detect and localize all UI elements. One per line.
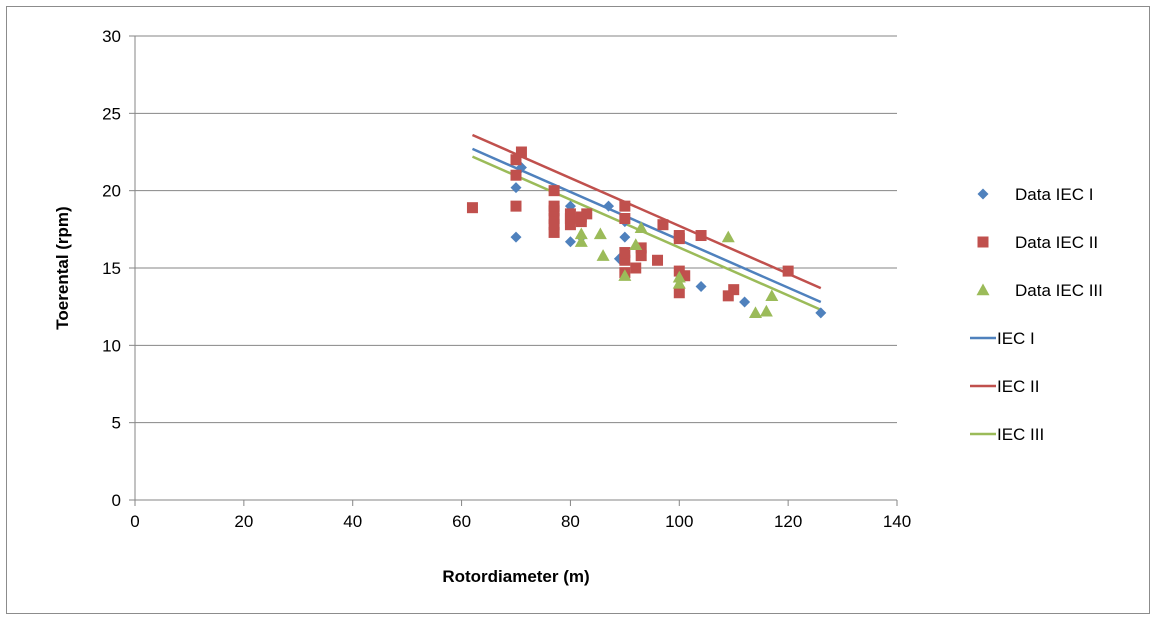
data-point-s2-12 xyxy=(765,289,779,302)
data-point-s2-2 xyxy=(593,227,607,240)
data-point-s1-2 xyxy=(510,169,522,181)
data-point-s2-3 xyxy=(596,249,610,261)
legend-swatch-2 xyxy=(976,283,990,296)
gridlines xyxy=(135,35,897,424)
data-point-s2-9 xyxy=(721,230,735,243)
data-point-s2-5 xyxy=(629,238,643,250)
data-point-s1-0 xyxy=(466,202,478,214)
x-tick-label-100: 100 xyxy=(665,512,693,531)
y-tick-label-5: 5 xyxy=(112,414,121,433)
legend-swatch-1 xyxy=(977,236,989,248)
data-point-s1-30 xyxy=(673,230,685,242)
data-points xyxy=(466,146,827,319)
data-point-s2-6 xyxy=(634,221,648,233)
data-point-s2-8 xyxy=(672,270,686,283)
legend-label-5: IEC III xyxy=(997,425,1044,444)
trend-line-3 xyxy=(471,147,822,304)
data-point-s1-20 xyxy=(619,213,631,225)
data-point-s1-23 xyxy=(635,250,647,262)
data-point-s1-9 xyxy=(548,200,560,212)
data-point-s1-4 xyxy=(515,146,527,158)
y-tick-label-25: 25 xyxy=(102,104,121,123)
data-point-s2-1 xyxy=(574,227,588,240)
x-tick-label-20: 20 xyxy=(234,512,253,531)
y-tick-label-0: 0 xyxy=(112,491,121,510)
data-point-s2-7 xyxy=(672,276,686,289)
data-point-s0-12 xyxy=(739,296,751,308)
data-point-s1-16 xyxy=(581,208,593,220)
y-axis-title: Toerental (rpm) xyxy=(53,206,72,329)
data-point-s1-31 xyxy=(679,270,691,282)
x-tick-label-60: 60 xyxy=(452,512,471,531)
data-point-s1-27 xyxy=(673,287,685,299)
x-tick-label-40: 40 xyxy=(343,512,362,531)
data-point-s2-4 xyxy=(618,269,632,281)
data-point-s0-3 xyxy=(564,236,576,248)
data-point-s1-34 xyxy=(728,284,740,296)
data-point-s0-6 xyxy=(603,200,615,212)
trend-line-4 xyxy=(471,133,822,290)
data-point-s1-10 xyxy=(548,185,560,197)
data-point-s1-22 xyxy=(630,262,642,274)
data-point-s1-25 xyxy=(652,254,664,266)
legend-label-0: Data IEC I xyxy=(1015,185,1093,204)
data-point-s1-5 xyxy=(548,226,560,238)
data-point-s0-8 xyxy=(619,231,631,243)
y-tick-label-20: 20 xyxy=(102,182,121,201)
data-point-s2-10 xyxy=(748,306,762,319)
legend-label-1: Data IEC II xyxy=(1015,233,1098,252)
data-point-s0-1 xyxy=(510,182,522,194)
x-tick-label-80: 80 xyxy=(561,512,580,531)
y-tick-label-30: 30 xyxy=(102,27,121,46)
data-point-s1-35 xyxy=(782,265,794,277)
x-tick-label-120: 120 xyxy=(774,512,802,531)
x-tick-label-0: 0 xyxy=(130,512,139,531)
data-point-s1-1 xyxy=(510,200,522,212)
x-tick-label-140: 140 xyxy=(883,512,911,531)
legend-label-3: IEC I xyxy=(997,329,1035,348)
data-point-s1-32 xyxy=(695,230,707,242)
legend-label-2: Data IEC III xyxy=(1015,281,1103,300)
data-point-s1-7 xyxy=(548,213,560,225)
data-point-s0-11 xyxy=(695,281,707,293)
data-point-s2-0 xyxy=(574,235,588,247)
axes xyxy=(129,35,898,506)
legend-swatch-0 xyxy=(977,188,989,200)
y-tick-label-10: 10 xyxy=(102,336,121,355)
data-point-s1-11 xyxy=(564,219,576,231)
data-point-s1-26 xyxy=(657,219,669,231)
data-point-s1-3 xyxy=(510,154,522,166)
data-point-s0-0 xyxy=(510,231,522,243)
data-point-s1-6 xyxy=(548,219,560,231)
data-point-s0-13 xyxy=(815,307,827,319)
data-point-s1-13 xyxy=(564,208,576,220)
trend-line-5 xyxy=(471,155,822,311)
data-point-s1-18 xyxy=(619,254,631,266)
legend-label-4: IEC II xyxy=(997,377,1040,396)
tick-labels: 0 5 10 15 20 25 30 0 20 40 60 80 100 120 140 xyxy=(102,27,911,531)
data-point-s2-11 xyxy=(759,304,773,317)
y-tick-label-15: 15 xyxy=(102,259,121,278)
data-point-s1-24 xyxy=(635,242,647,254)
legend: Data IEC I Data IEC II Data IEC III IEC I IE… xyxy=(970,185,1103,444)
data-point-s1-33 xyxy=(722,290,734,302)
x-axis-title: Rotordiameter (m) xyxy=(442,567,589,586)
data-point-s1-21 xyxy=(619,200,631,212)
trend-lines xyxy=(471,133,822,311)
chart-frame xyxy=(6,6,1150,614)
data-point-s1-19 xyxy=(619,247,631,259)
